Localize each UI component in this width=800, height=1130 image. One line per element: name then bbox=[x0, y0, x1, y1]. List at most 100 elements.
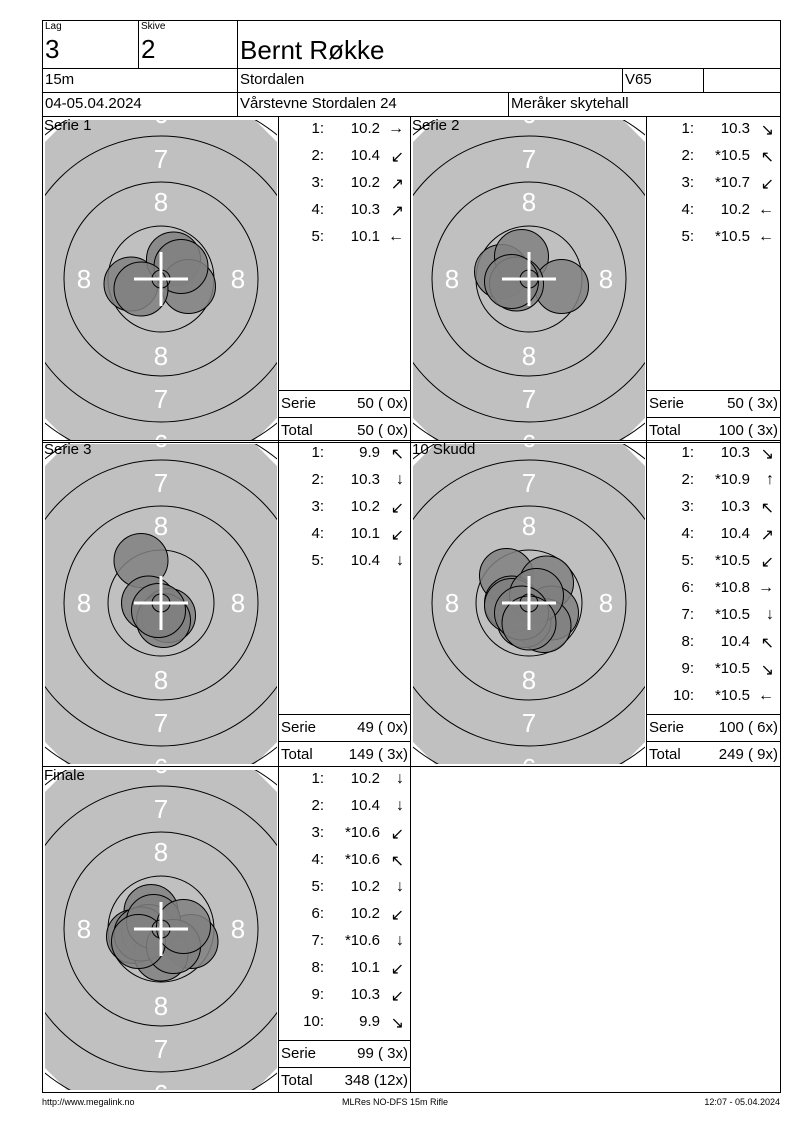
ring-number: 6 bbox=[154, 767, 168, 779]
ring-number: 8 bbox=[77, 264, 91, 294]
shot-number: 3: bbox=[311, 174, 324, 191]
total-sum-label: Total bbox=[649, 746, 681, 763]
footer-url[interactable]: http://www.megalink.no bbox=[42, 1097, 135, 1107]
target-panel: Serie 3 6 6 7 7 8 8 8 8 bbox=[42, 440, 279, 767]
shot-number: 10: bbox=[303, 1013, 324, 1030]
shot-number: 1: bbox=[311, 770, 324, 787]
serie-sum: Serie 50 ( 0x) bbox=[279, 390, 410, 417]
ring-number: 8 bbox=[231, 588, 245, 618]
shot-row: 9: *10.5 ↘ bbox=[647, 660, 780, 680]
shot-value: *10.6 bbox=[344, 824, 380, 841]
ring-number: 8 bbox=[445, 264, 459, 294]
shot-row: 2: 10.4 ↓ bbox=[279, 797, 410, 817]
serie-sum-value: 49 ( 0x) bbox=[357, 719, 408, 736]
ring bbox=[45, 459, 277, 747]
skive-value: 2 bbox=[141, 34, 156, 64]
total-sum: Total 149 ( 3x) bbox=[279, 741, 410, 768]
direction-arrow-icon: ↓ bbox=[396, 932, 404, 949]
serie-sum: Serie 50 ( 3x) bbox=[647, 390, 780, 417]
direction-arrow-icon: ← bbox=[758, 201, 774, 218]
target-face: 6 6 7 7 8 8 8 8 bbox=[45, 441, 277, 764]
shot-hit bbox=[484, 254, 539, 309]
serie-sum-label: Serie bbox=[281, 1045, 317, 1062]
serie-sum: Serie 49 ( 0x) bbox=[279, 714, 410, 741]
shot-row: 1: 10.3 ↘ bbox=[647, 444, 780, 464]
direction-arrow-icon: → bbox=[388, 120, 404, 137]
shot-value: 10.2 bbox=[350, 498, 380, 515]
ring bbox=[63, 505, 259, 701]
shot-row: 5: 10.2 ↓ bbox=[279, 878, 410, 898]
shot-value: 10.3 bbox=[350, 986, 380, 1003]
ring-number: 8 bbox=[522, 665, 536, 695]
direction-arrow-icon: ↓ bbox=[396, 797, 404, 814]
direction-arrow-icon: ↖ bbox=[760, 635, 774, 652]
shot-value: 9.9 bbox=[359, 1013, 380, 1030]
shot-value: *10.6 bbox=[344, 932, 380, 949]
shot-value: 10.2 bbox=[350, 770, 380, 787]
ring-number: 6 bbox=[154, 429, 168, 443]
rings: 6 6 7 7 8 8 8 8 bbox=[45, 120, 277, 443]
shot-number: 2: bbox=[311, 147, 324, 164]
event: Vårstevne Stordalen 24 bbox=[240, 95, 397, 112]
ring-number: 7 bbox=[522, 384, 536, 414]
serie-sum-label: Serie bbox=[281, 395, 317, 412]
target-panel: 10 Skudd 6 6 7 7 8 8 8 8 bbox=[410, 440, 647, 767]
ring-number: 8 bbox=[445, 588, 459, 618]
shot-value: *10.5 bbox=[714, 687, 750, 704]
shot-row: 3: *10.7 ↙ bbox=[647, 174, 780, 194]
ring-number: 8 bbox=[522, 511, 536, 541]
shot-value: 10.4 bbox=[720, 633, 750, 650]
direction-arrow-icon: ↙ bbox=[390, 500, 404, 517]
direction-arrow-icon: ↗ bbox=[390, 203, 404, 220]
ring-number: 7 bbox=[154, 794, 168, 824]
shot-value: *10.8 bbox=[714, 579, 750, 596]
shot-number: 3: bbox=[681, 174, 694, 191]
panel-title: Serie 2 bbox=[412, 117, 460, 134]
shot-number: 1: bbox=[311, 444, 324, 461]
direction-arrow-icon: ↘ bbox=[760, 446, 774, 463]
shot-row: 3: 10.3 ↖ bbox=[647, 498, 780, 518]
ring-number: 8 bbox=[522, 341, 536, 371]
shot-number: 3: bbox=[311, 824, 324, 841]
rings: 6 6 7 7 8 8 8 8 bbox=[413, 120, 645, 443]
ring-number: 7 bbox=[154, 708, 168, 738]
shot-number: 2: bbox=[681, 471, 694, 488]
ring bbox=[45, 785, 277, 1073]
ring-number: 8 bbox=[154, 511, 168, 541]
shot-value: *10.9 bbox=[714, 471, 750, 488]
ring-number: 7 bbox=[522, 144, 536, 174]
club: Stordalen bbox=[240, 71, 305, 88]
serie-sum-value: 50 ( 0x) bbox=[357, 395, 408, 412]
shot-number: 2: bbox=[311, 471, 324, 488]
ring-number: 6 bbox=[154, 1079, 168, 1093]
shot-row: 10: *10.5 ← bbox=[647, 687, 780, 707]
shot-value: *10.5 bbox=[714, 147, 750, 164]
shot-number: 3: bbox=[311, 498, 324, 515]
shot-row: 1: 9.9 ↖ bbox=[279, 444, 410, 464]
panel-title: 10 Skudd bbox=[412, 441, 476, 458]
shot-number: 2: bbox=[311, 797, 324, 814]
direction-arrow-icon: ↓ bbox=[396, 471, 404, 488]
shot-value: *10.5 bbox=[714, 228, 750, 245]
ring bbox=[431, 505, 627, 701]
ring-number: 6 bbox=[154, 441, 168, 453]
shot-number: 2: bbox=[681, 147, 694, 164]
shot-row: 5: *10.5 ← bbox=[647, 228, 780, 248]
rings: 6 6 7 7 8 8 8 8 bbox=[413, 444, 645, 764]
direction-arrow-icon: ↙ bbox=[390, 826, 404, 843]
ring-number: 8 bbox=[77, 588, 91, 618]
serie-sum-label: Serie bbox=[649, 719, 685, 736]
shot-number: 8: bbox=[681, 633, 694, 650]
ring-number: 6 bbox=[522, 429, 536, 443]
lag-label: Lag bbox=[45, 21, 62, 32]
ring bbox=[63, 181, 259, 377]
direction-arrow-icon: ↙ bbox=[760, 176, 774, 193]
shot-value: 10.4 bbox=[350, 797, 380, 814]
shot-number: 1: bbox=[681, 120, 694, 137]
direction-arrow-icon: ← bbox=[758, 228, 774, 245]
shot-row: 8: 10.4 ↖ bbox=[647, 633, 780, 653]
total-sum-value: 100 ( 3x) bbox=[718, 422, 778, 439]
ring bbox=[431, 181, 627, 377]
direction-arrow-icon: ↖ bbox=[760, 149, 774, 166]
